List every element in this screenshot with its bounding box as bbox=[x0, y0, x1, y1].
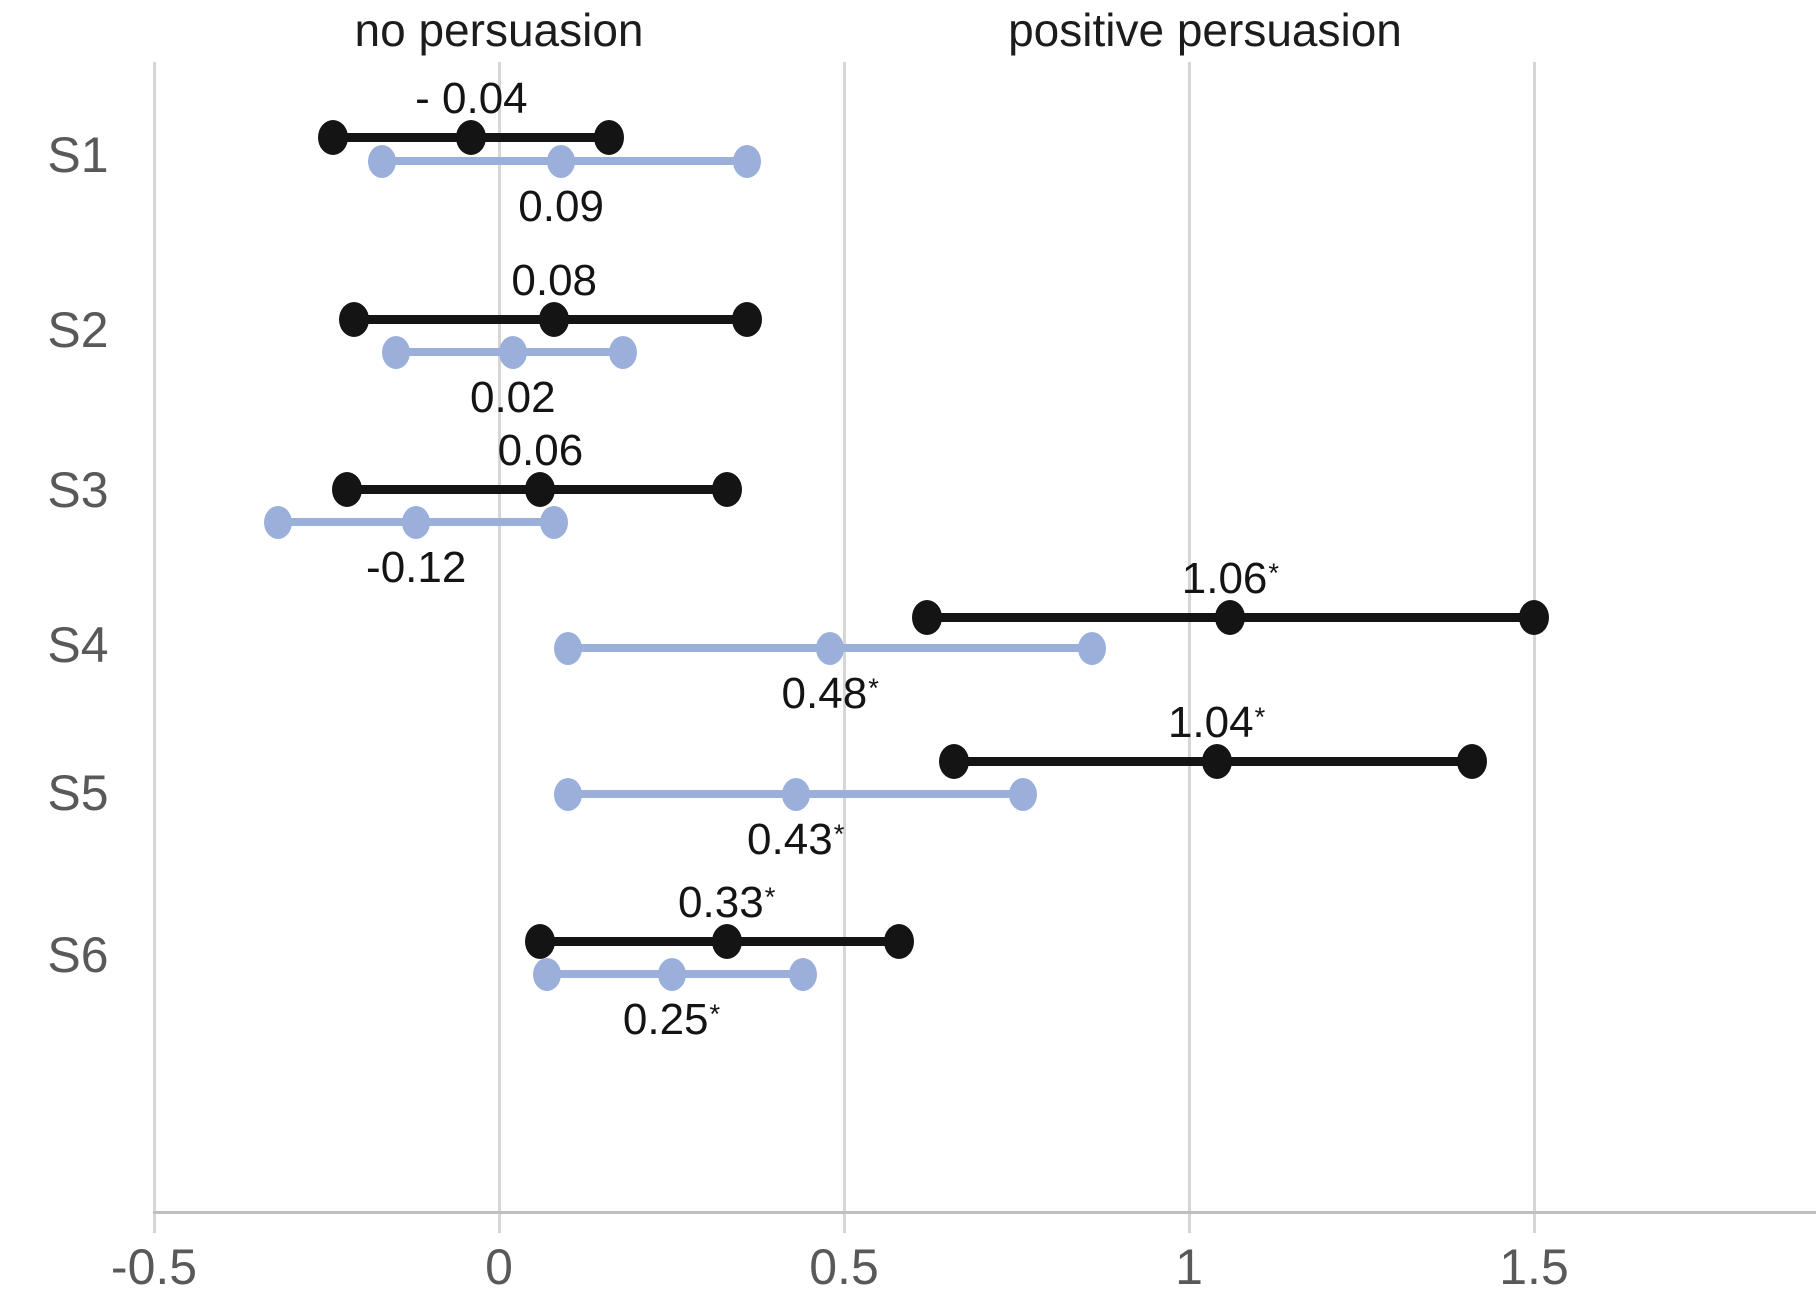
value-label-S2-blue: 0.02 bbox=[469, 373, 556, 422]
ci-low-dot-S5-black bbox=[939, 743, 970, 779]
mean-dot-S5-blue bbox=[781, 777, 810, 811]
x-axis-line bbox=[152, 1211, 1816, 1214]
mean-dot-S3-blue bbox=[402, 505, 431, 539]
ci-high-dot-S5-black bbox=[1456, 743, 1487, 779]
mean-dot-S4-black bbox=[1215, 599, 1246, 635]
ci-low-dot-S3-black bbox=[332, 471, 363, 507]
ci-low-dot-S6-black bbox=[525, 923, 556, 959]
significance-star: * bbox=[1268, 556, 1280, 588]
ci-high-dot-S5-blue bbox=[1009, 777, 1038, 811]
gridline-1.5 bbox=[1532, 62, 1536, 1233]
category-label-S4: S4 bbox=[47, 617, 109, 673]
value-label-S1-blue: 0.09 bbox=[518, 182, 604, 231]
value-label-S4-black: 1.06* bbox=[1181, 554, 1280, 603]
ci-high-dot-S2-black bbox=[732, 301, 763, 337]
significance-star: * bbox=[868, 671, 879, 703]
value-label-S2-black: 0.08 bbox=[511, 256, 598, 305]
category-label-S6: S6 bbox=[47, 927, 109, 983]
category-label-S3: S3 bbox=[47, 462, 109, 518]
ci-high-dot-S2-blue bbox=[609, 335, 638, 369]
mean-dot-S1-black bbox=[456, 119, 487, 155]
ci-low-dot-S1-blue bbox=[367, 144, 396, 178]
category-label-S1: S1 bbox=[47, 127, 109, 183]
ci-high-dot-S1-blue bbox=[733, 144, 762, 178]
value-label-S1-black: - 0.04 bbox=[415, 74, 528, 123]
mean-dot-S1-blue bbox=[547, 144, 576, 178]
ci-high-dot-S6-blue bbox=[788, 957, 817, 991]
column-header-positive-persuasion: positive persuasion bbox=[1008, 4, 1402, 56]
category-label-S5: S5 bbox=[47, 765, 109, 821]
category-label-S2: S2 bbox=[47, 302, 109, 358]
ci-low-dot-S2-blue bbox=[381, 335, 410, 369]
mean-dot-S6-black bbox=[711, 923, 742, 959]
mean-dot-S2-black bbox=[539, 301, 570, 337]
significance-star: * bbox=[1254, 700, 1266, 732]
ci-high-dot-S6-black bbox=[884, 923, 915, 959]
mean-dot-S5-black bbox=[1201, 743, 1232, 779]
ci-low-dot-S3-blue bbox=[264, 505, 293, 539]
ci-low-dot-S1-black bbox=[318, 119, 349, 155]
column-header-no-persuasion: no persuasion bbox=[354, 4, 644, 56]
significance-star: * bbox=[709, 997, 721, 1029]
gridline-0 bbox=[497, 62, 501, 1233]
value-label-S3-blue: -0.12 bbox=[366, 543, 467, 592]
ci-low-dot-S4-blue bbox=[554, 631, 582, 665]
gridline--0.5 bbox=[152, 62, 156, 1233]
x-tick-label-1: 1 bbox=[1175, 1239, 1203, 1295]
value-label-S3-black: 0.06 bbox=[497, 426, 584, 475]
value-label-S5-black: 1.04* bbox=[1167, 698, 1266, 747]
significance-star: * bbox=[764, 880, 776, 912]
ci-low-dot-S6-blue bbox=[533, 957, 562, 991]
x-tick-label-0.5: 0.5 bbox=[809, 1239, 879, 1295]
ci-low-dot-S2-black bbox=[339, 301, 370, 337]
ci-low-dot-S5-blue bbox=[554, 777, 582, 811]
gridline-1 bbox=[1187, 62, 1191, 1233]
ci-high-dot-S4-black bbox=[1519, 599, 1549, 635]
ci-high-dot-S3-black bbox=[711, 471, 742, 507]
ci-high-dot-S1-black bbox=[594, 119, 625, 155]
x-tick-label--0.5: -0.5 bbox=[110, 1239, 198, 1295]
value-label-S6-blue: 0.25* bbox=[622, 995, 721, 1044]
mean-dot-S6-blue bbox=[657, 957, 686, 991]
ci-high-dot-S4-blue bbox=[1078, 631, 1107, 665]
significance-star: * bbox=[833, 817, 845, 849]
mean-dot-S4-blue bbox=[816, 631, 845, 665]
mean-dot-S2-blue bbox=[498, 335, 527, 369]
x-tick-label-1.5: 1.5 bbox=[1499, 1239, 1569, 1295]
value-label-S6-black: 0.33* bbox=[678, 878, 776, 927]
ci-high-dot-S3-blue bbox=[540, 505, 569, 539]
value-label-S4-blue: 0.48* bbox=[781, 669, 879, 718]
ci-low-dot-S4-black bbox=[911, 599, 942, 635]
x-tick-label-0: 0 bbox=[485, 1239, 513, 1295]
value-label-S5-blue: 0.43* bbox=[747, 815, 845, 864]
mean-dot-S3-black bbox=[525, 471, 556, 507]
